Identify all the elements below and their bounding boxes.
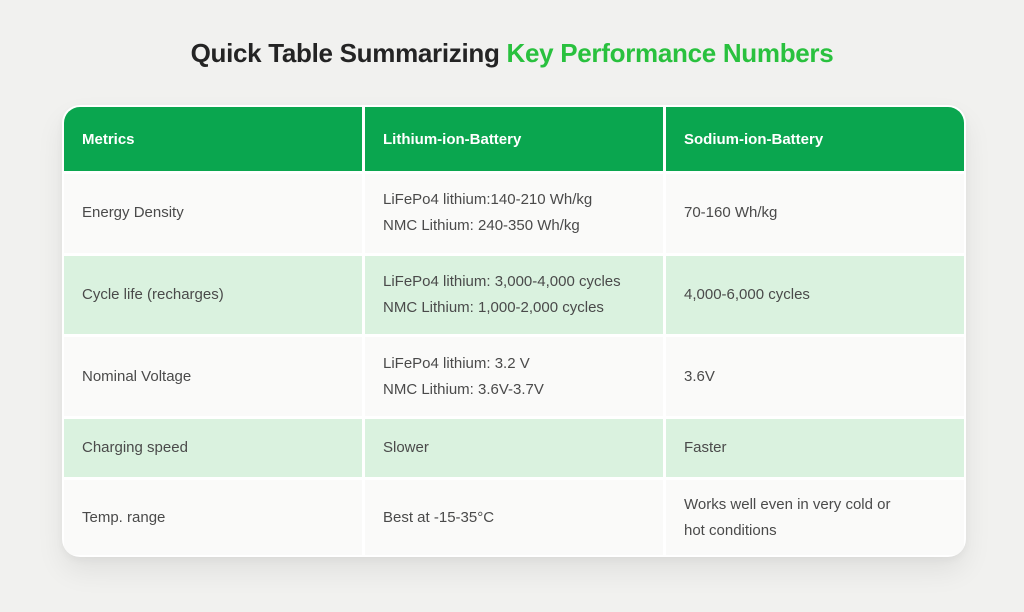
table-cell-line: NMC Lithium: 3.6V-3.7V	[383, 380, 544, 398]
table-cell: Works well even in very cold or hot condi…	[666, 480, 964, 555]
column-header-sodium-ion-battery: Sodium-ion-Battery	[666, 107, 964, 171]
table-cell: Temp. range	[64, 480, 362, 555]
table-cell-line: Nominal Voltage	[82, 367, 192, 385]
table-cell-line: Charging speed	[82, 439, 188, 457]
table-cell: Faster	[666, 418, 964, 478]
table-row: Cycle life (recharges) LiFePo4 lithium: 3…	[64, 255, 964, 335]
table-cell: LiFePo4 lithium: 3,000-4,000 cycles NMC L…	[365, 255, 663, 335]
table-cell-line: hot conditions	[684, 521, 777, 539]
table-cell: 3.6V	[666, 337, 964, 416]
table-cell-line: Cycle life (recharges)	[82, 285, 224, 303]
table-cell: Nominal Voltage	[64, 337, 362, 416]
table-cell: Energy Density	[64, 174, 362, 253]
table-cell-line: LiFePo4 lithium: 3.2 V	[383, 354, 530, 372]
table-cell: Best at -15-35°C	[365, 480, 663, 555]
table-cell-line: Temp. range	[82, 508, 166, 526]
table-row: Charging speed Slower Faster	[64, 418, 964, 478]
table-cell-line: NMC Lithium: 240-350 Wh/kg	[383, 217, 580, 235]
table-cell: LiFePo4 lithium:140-210 Wh/kg NMC Lithium…	[365, 174, 663, 253]
table-cell: Cycle life (recharges)	[64, 255, 362, 335]
column-header-metrics: Metrics	[64, 107, 362, 171]
table-cell: LiFePo4 lithium: 3.2 V NMC Lithium: 3.6V-…	[365, 337, 663, 416]
page-title-prefix: Quick Table Summarizing	[190, 38, 507, 68]
comparison-table-card: Metrics Lithium-ion-Battery Sodium-ion-B…	[62, 105, 966, 557]
table-cell: 4,000-6,000 cycles	[666, 255, 964, 335]
table-cell: Slower	[365, 418, 663, 478]
table-cell-line: Works well even in very cold or	[684, 495, 891, 513]
table-cell-line: Best at -15-35°C	[383, 508, 495, 526]
page-title-highlight: Key Performance Numbers	[506, 38, 834, 68]
table-cell-line: 70-160 Wh/kg	[684, 204, 778, 222]
table-cell: 70-160 Wh/kg	[666, 174, 964, 253]
table-cell-line: Energy Density	[82, 204, 184, 222]
table-row: Temp. range Best at -15-35°C Works well ev…	[64, 480, 964, 555]
table-cell-line: 3.6V	[684, 367, 715, 385]
table-cell-line: Slower	[383, 439, 429, 457]
table-row: Energy Density LiFePo4 lithium:140-210 Wh…	[64, 174, 964, 253]
page-title: Quick Table Summarizing Key Performance …	[0, 38, 1024, 69]
table-cell-line: LiFePo4 lithium:140-210 Wh/kg	[383, 191, 593, 209]
table-cell-line: NMC Lithium: 1,000-2,000 cycles	[383, 298, 604, 316]
table-cell: Charging speed	[64, 418, 362, 478]
table-cell-line: Faster	[684, 439, 727, 457]
table-cell-line: 4,000-6,000 cycles	[684, 285, 810, 303]
column-header-lithium-ion-battery: Lithium-ion-Battery	[365, 107, 663, 171]
table-body: Energy Density LiFePo4 lithium:140-210 Wh…	[64, 171, 964, 555]
table-header-row: Metrics Lithium-ion-Battery Sodium-ion-B…	[64, 107, 964, 171]
table-row: Nominal Voltage LiFePo4 lithium: 3.2 V NMC…	[64, 337, 964, 416]
table-cell-line: LiFePo4 lithium: 3,000-4,000 cycles	[383, 272, 621, 290]
